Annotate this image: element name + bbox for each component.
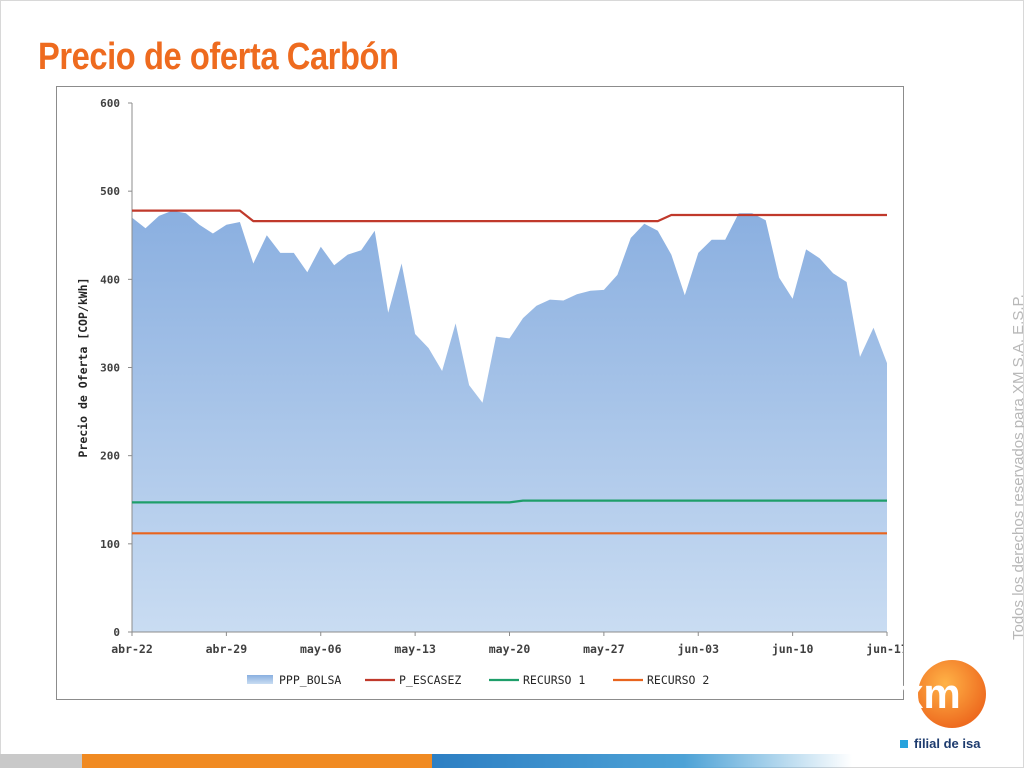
x-tick-label: may-27 [583, 642, 625, 656]
series-line-recurso-1 [132, 499, 887, 504]
y-axis-label: Precio de Oferta [COP/kWh] [76, 277, 90, 457]
tagline-square-icon [900, 740, 908, 748]
y-tick-label: 0 [113, 626, 120, 639]
x-tick-label: abr-22 [111, 642, 153, 656]
y-tick-label: 200 [100, 450, 120, 463]
x-tick-label: jun-03 [677, 642, 719, 656]
footer-bar-blue [432, 754, 852, 768]
copyright-notice: Todos los derechos reservados para XM S.… [1010, 294, 1024, 640]
y-tick-label: 400 [100, 273, 120, 286]
logo-text: xm [900, 670, 961, 717]
x-tick-label: may-13 [394, 642, 436, 656]
y-tick-label: 600 [100, 97, 120, 110]
footer-tagline: filial de isa [900, 736, 980, 751]
x-tick-label: jun-17 [866, 642, 903, 656]
x-tick-label: may-06 [300, 642, 342, 656]
tagline-text: filial de isa [914, 736, 981, 751]
legend-label-ppp_bolsa: PPP_BOLSA [279, 673, 341, 687]
y-tick-label: 500 [100, 185, 120, 198]
legend-swatch-ppp_bolsa [247, 675, 273, 684]
logo-circle [918, 660, 986, 728]
series-area-ppp_bolsa [132, 210, 887, 632]
legend-label-recurso-1: RECURSO 1 [523, 673, 585, 687]
page-title: Precio de oferta Carbón [38, 36, 399, 78]
x-tick-label: jun-10 [772, 642, 814, 656]
footer-bar-grey [0, 754, 82, 768]
x-tick-label: may-20 [489, 642, 531, 656]
chart-canvas: 0 100 200 300 400 500 600 abr-22 abr-29 may-06 may… [76, 97, 903, 687]
legend-label-recurso-2: RECURSO 2 [647, 673, 709, 687]
footer-bar-orange [82, 754, 432, 768]
chart-panel: 0 100 200 300 400 500 600 abr-22 abr-29 may-06 may… [56, 86, 904, 700]
series-line-p_escasez [132, 209, 887, 223]
y-tick-label: 300 [100, 362, 120, 375]
x-tick-label: abr-29 [206, 642, 248, 656]
y-tick-label: 100 [100, 538, 120, 551]
xm-logo: xm [900, 660, 986, 728]
legend-label-p_escasez: P_ESCASEZ [399, 673, 461, 687]
